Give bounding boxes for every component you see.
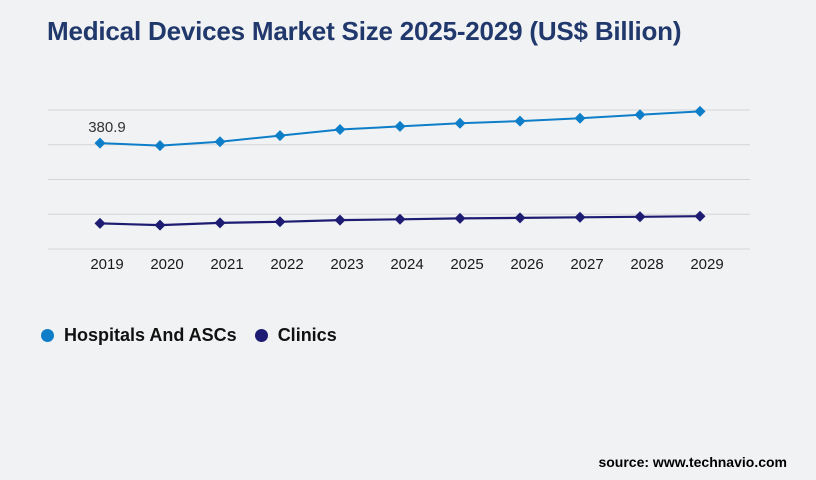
data-point-marker-hospitals-and-ascs [634, 109, 646, 121]
data-point-marker-hospitals-and-ascs [274, 130, 286, 142]
x-axis-label: 2026 [510, 256, 543, 273]
x-axis-label: 2024 [390, 256, 423, 273]
legend-label-hospitals-and-ascs: Hospitals And ASCs [64, 325, 237, 345]
data-point-marker-clinics [574, 211, 586, 223]
data-point-marker-hospitals-and-ascs [154, 140, 166, 152]
x-axis-label: 2023 [330, 256, 363, 273]
data-point-marker-clinics [334, 214, 346, 226]
x-axis-label: 2029 [690, 256, 723, 273]
x-axis-label: 2027 [570, 256, 603, 273]
data-point-marker-hospitals-and-ascs [394, 120, 406, 132]
x-axis-label: 2025 [450, 256, 483, 273]
first-point-value-label: 380.9 [88, 119, 126, 136]
legend-dot-hospitals-and-ascs-icon [41, 329, 54, 342]
data-point-marker-clinics [514, 212, 526, 224]
legend-dot-clinics-icon [254, 329, 268, 342]
legend-item-clinics: Clinics [254, 325, 337, 346]
legend-item-hospitals-and-ascs: Hospitals And ASCs [41, 325, 237, 346]
data-point-marker-hospitals-and-ascs [454, 117, 466, 129]
data-point-marker-hospitals-and-ascs [94, 137, 106, 149]
data-point-marker-clinics [694, 210, 706, 222]
x-axis-label: 2028 [630, 256, 663, 273]
x-axis-label: 2022 [270, 256, 303, 273]
chart-legend: Hospitals And ASCs Clinics [41, 325, 337, 346]
source-attribution: source: www.technavio.com [598, 454, 787, 470]
data-point-marker-hospitals-and-ascs [574, 112, 586, 124]
data-point-marker-hospitals-and-ascs [514, 115, 526, 127]
x-axis-label: 2019 [90, 256, 123, 273]
data-point-marker-clinics [94, 217, 106, 229]
chart-title: Medical Devices Market Size 2025-2029 (U… [47, 16, 682, 46]
legend-label-clinics: Clinics [277, 325, 337, 345]
data-point-marker-clinics [154, 219, 166, 231]
data-point-marker-clinics [634, 211, 646, 223]
x-axis-label: 2020 [150, 256, 183, 273]
data-point-marker-clinics [394, 213, 406, 225]
data-point-marker-hospitals-and-ascs [214, 136, 226, 148]
data-point-marker-hospitals-and-ascs [694, 105, 706, 117]
data-point-marker-clinics [454, 212, 466, 224]
data-point-marker-clinics [274, 216, 286, 228]
x-axis-label: 2021 [210, 256, 243, 273]
data-point-marker-clinics [214, 217, 226, 229]
data-point-marker-hospitals-and-ascs [334, 124, 346, 135]
